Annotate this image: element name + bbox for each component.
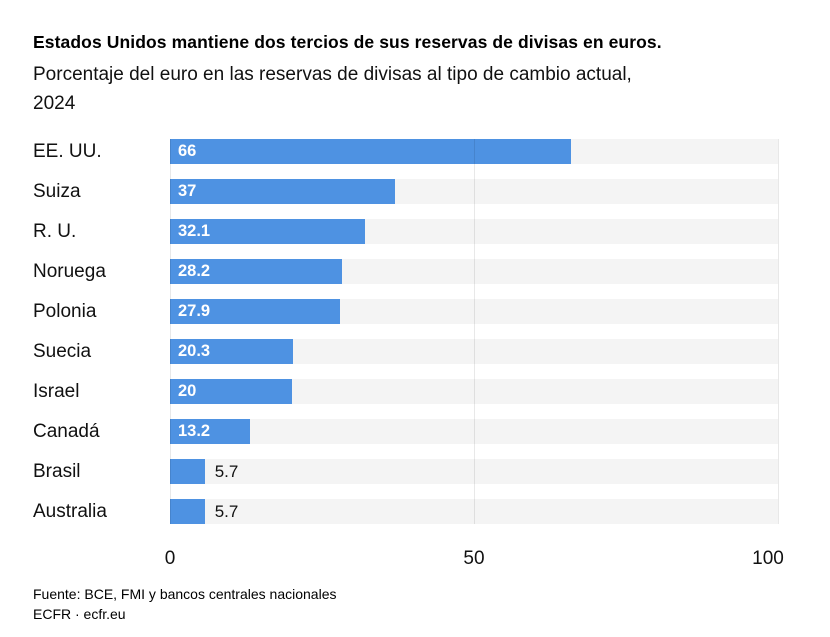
chart-footer: Fuente: BCE, FMI y bancos centrales naci… <box>33 584 800 624</box>
bar-track: 20.3 <box>170 339 778 364</box>
bar-row: Suecia 20.3 <box>33 339 778 364</box>
category-label: Suecia <box>33 341 92 362</box>
bar <box>170 299 340 324</box>
gridline <box>778 139 779 524</box>
bar <box>170 259 342 284</box>
source-note: Fuente: BCE, FMI y bancos centrales naci… <box>33 586 337 602</box>
bar-row: Israel 20 <box>33 379 778 404</box>
bar <box>170 339 294 364</box>
x-tick-label: 0 <box>164 548 176 569</box>
category-label: Suiza <box>33 181 81 202</box>
bar <box>170 499 205 524</box>
bar-value-label: 5.7 <box>214 462 239 481</box>
bar-value-label: 32.1 <box>178 222 211 240</box>
category-label: Noruega <box>33 261 106 282</box>
bar-row: Brasil 5.7 <box>33 459 778 484</box>
bar <box>170 219 366 244</box>
bar-row: Australia 5.7 <box>33 499 778 524</box>
chart-title: Estados Unidos mantiene dos tercios de s… <box>33 32 662 52</box>
bar-value-label: 5.7 <box>214 502 239 521</box>
chart-subtitle: Porcentaje del euro en las reservas de d… <box>33 60 800 118</box>
bar-track: 5.7 <box>170 499 778 524</box>
x-tick-label: 100 <box>752 548 784 569</box>
bar <box>170 139 572 164</box>
category-label: EE. UU. <box>33 141 102 162</box>
chart-subtitle-line2: 2024 <box>33 93 76 114</box>
bar-value-label: 37 <box>178 182 197 200</box>
bar-row: Suiza 37 <box>33 179 778 204</box>
bar-track: 37 <box>170 179 778 204</box>
bar-value-label: 13.2 <box>178 422 211 440</box>
x-tick-label: 50 <box>463 548 485 569</box>
bar-row: Polonia 27.9 <box>33 299 778 324</box>
bar-row: Canadá 13.2 <box>33 419 778 444</box>
bar-value-label: 28.2 <box>178 262 211 280</box>
bar-track: 20 <box>170 379 778 404</box>
bar <box>170 379 292 404</box>
credit-note: ECFR · ecfr.eu <box>33 606 126 622</box>
bar-value-label: 66 <box>178 142 197 160</box>
category-label: Canadá <box>33 421 100 442</box>
bar-rows: EE. UU. 66 Suiza 37 R. U. 32.1 Noruega 28.2 Polo… <box>33 139 778 524</box>
x-axis: 0 50 100 <box>165 539 784 571</box>
category-label: R. U. <box>33 221 77 242</box>
bar <box>170 179 395 204</box>
bar-row: Noruega 28.2 <box>33 259 778 284</box>
bar <box>170 419 251 444</box>
bar-track: 66 <box>170 139 778 164</box>
bar-track: 32.1 <box>170 219 778 244</box>
bar-track: 28.2 <box>170 259 778 284</box>
bar-value-label: 20 <box>178 382 197 400</box>
category-label: Polonia <box>33 301 97 322</box>
bar-value-label: 20.3 <box>178 342 211 360</box>
bar-track: 5.7 <box>170 459 778 484</box>
bar-track: 27.9 <box>170 299 778 324</box>
bar-track: 13.2 <box>170 419 778 444</box>
bar-value-label: 27.9 <box>178 302 211 320</box>
bar-row: EE. UU. 66 <box>33 139 778 164</box>
category-label: Brasil <box>33 461 81 482</box>
bar-row: R. U. 32.1 <box>33 219 778 244</box>
category-label: Israel <box>33 381 80 402</box>
chart-subtitle-line1: Porcentaje del euro en las reservas de d… <box>33 64 632 85</box>
bar <box>170 459 205 484</box>
category-label: Australia <box>33 501 107 522</box>
bar-chart: EE. UU. 66 Suiza 37 R. U. 32.1 Noruega 28.2 Polo… <box>33 139 784 571</box>
